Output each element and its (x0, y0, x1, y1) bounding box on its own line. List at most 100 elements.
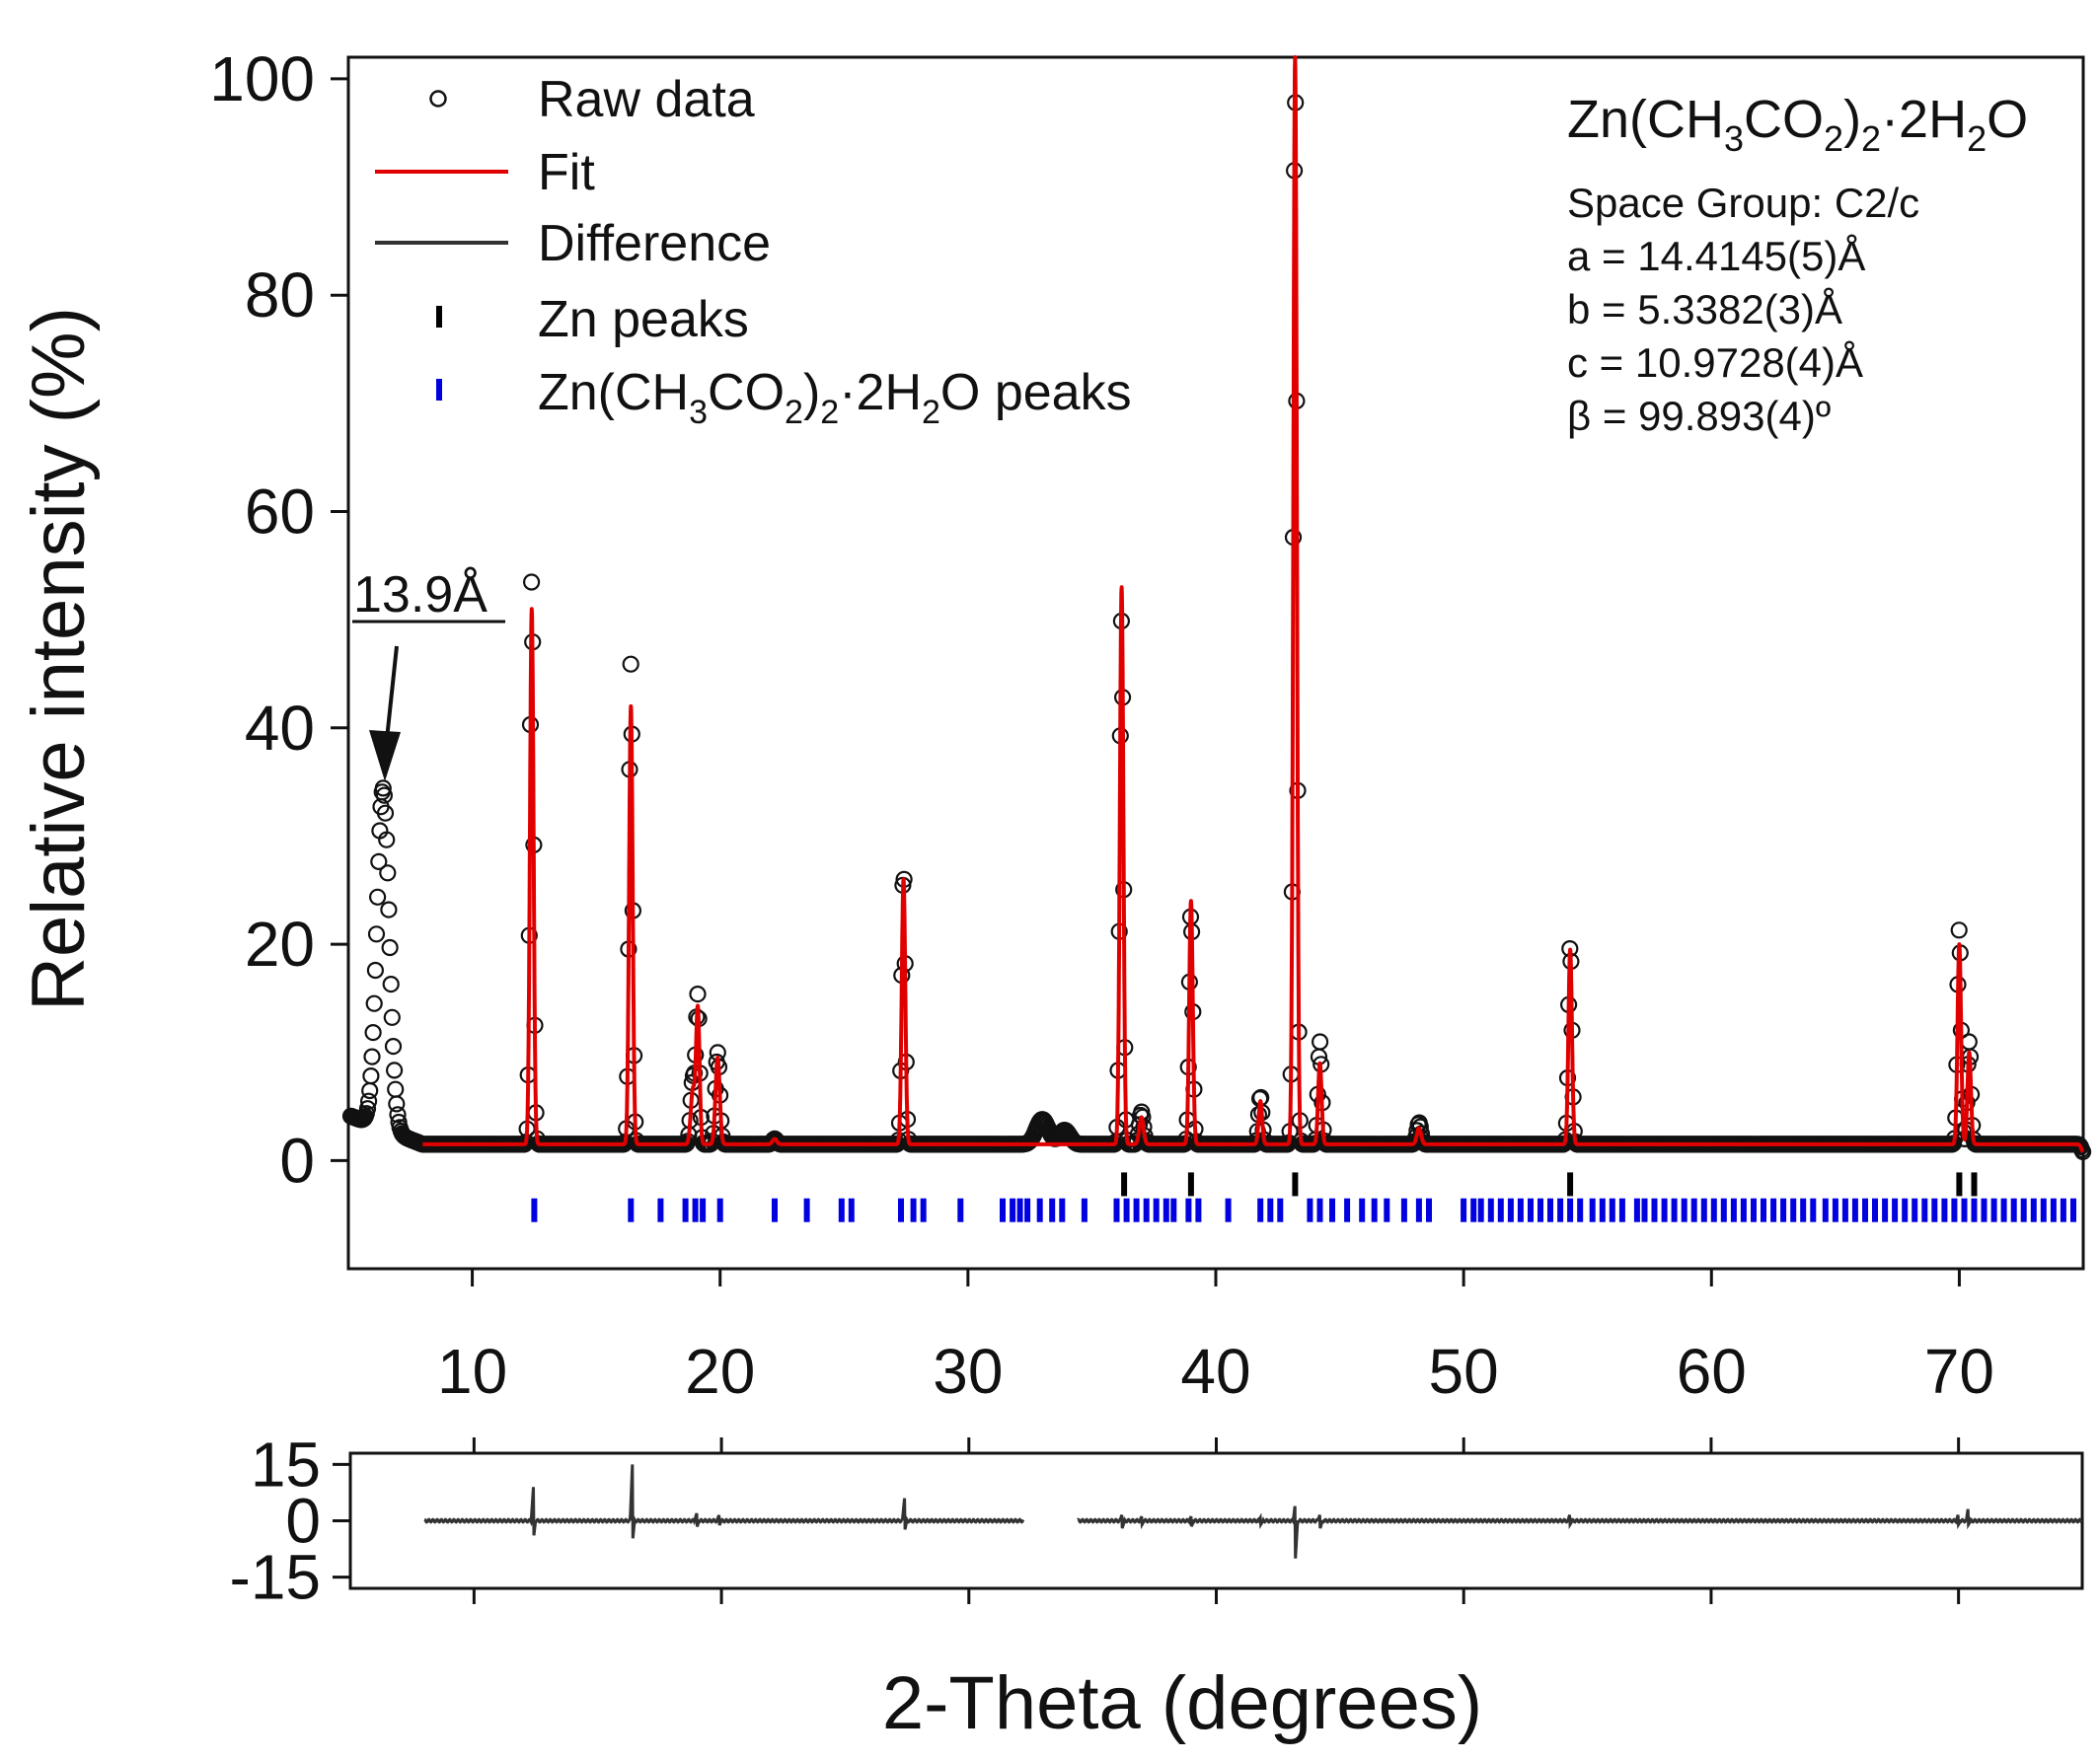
zn-peak-tick (1971, 1172, 1978, 1197)
raw-data-point (622, 655, 639, 673)
zn-acetate-peak-tick (1016, 1198, 1023, 1222)
zn-acetate-peak-tick (1971, 1198, 1978, 1222)
zn-acetate-peak-tick (1162, 1198, 1169, 1222)
x-tick-label: 60 (1677, 1336, 1747, 1407)
zn-acetate-peak-tick (531, 1198, 538, 1222)
zn-acetate-peak-tick (1810, 1198, 1817, 1222)
zn-acetate-peak-tick (1470, 1198, 1477, 1222)
zn-acetate-peak-tick (1912, 1198, 1918, 1222)
zn-peak-tick (1292, 1172, 1299, 1197)
x-tick-label: 30 (933, 1336, 1003, 1407)
difference-curve (423, 1464, 1025, 1539)
lattice-beta-text: β = 99.893(4)º (1567, 393, 1831, 439)
zn-acetate-peak-tick (1359, 1198, 1366, 1222)
zn-acetate-peak-tick (1538, 1198, 1543, 1222)
legend-raw-label: Raw data (538, 71, 755, 128)
raw-data-point (387, 1080, 405, 1098)
zn-peak-tick (1187, 1172, 1194, 1197)
raw-data-point (369, 888, 387, 906)
zn-acetate-peak-tick (1497, 1198, 1504, 1222)
zn-acetate-peak-tick (1371, 1198, 1378, 1222)
zn-acetate-peak-tick (1599, 1198, 1606, 1222)
zn-peak-tick (1121, 1172, 1128, 1197)
zn-acetate-peak-tick (1761, 1198, 1766, 1222)
zn-acetate-peak-tick (1267, 1198, 1274, 1222)
zn-acetate-peak-tick (1681, 1198, 1688, 1222)
x-axis-title: 2-Theta (degrees) (882, 1661, 1482, 1745)
zn-acetate-peak-tick (2040, 1198, 2047, 1222)
zn-acetate-peak-tick (1329, 1198, 1335, 1222)
zn-acetate-peak-tick (1307, 1198, 1313, 1222)
zn-acetate-peak-tick (1862, 1198, 1868, 1222)
zn-acetate-peak-tick (700, 1198, 707, 1222)
zn-acetate-peak-tick (1487, 1198, 1494, 1222)
zn-acetate-peak-tick (1024, 1198, 1031, 1222)
raw-data-point (386, 1062, 404, 1079)
zn-acetate-peak-tick (1415, 1198, 1422, 1222)
zn-acetate-peak-tick (1710, 1198, 1717, 1222)
zn-acetate-peak-tick (1730, 1198, 1737, 1222)
zn-acetate-peak-tick (1000, 1198, 1006, 1222)
zn-acetate-peak-tick (682, 1198, 689, 1222)
zn-acetate-peak-tick (1671, 1198, 1678, 1222)
zn-acetate-peak-tick (1426, 1198, 1432, 1222)
zn-acetate-peak-tick (1892, 1198, 1899, 1222)
zn-acetate-peak-tick (1170, 1198, 1177, 1222)
zn-acetate-peak-tick (1740, 1198, 1747, 1222)
zn-acetate-peak-tick (898, 1198, 904, 1222)
legend: Raw data Fit Difference Zn peaks Zn(CH3C… (375, 71, 1132, 431)
zn-peak-markers (1121, 1172, 1978, 1197)
zn-acetate-peak-tick (957, 1198, 964, 1222)
raw-data-point (363, 1048, 381, 1065)
d-spacing-annotation: 13.9Å (352, 566, 505, 781)
difference-axes: 150-15 (230, 1429, 1961, 1613)
zn-acetate-peak-tick (1941, 1198, 1948, 1222)
zn-acetate-peak-tick (1461, 1198, 1467, 1222)
zn-acetate-peak-tick (1751, 1198, 1757, 1222)
lattice-b-text: b = 5.3382(3)Å (1567, 286, 1842, 332)
raw-data-point (381, 938, 399, 957)
zn-acetate-peak-tick (1841, 1198, 1848, 1222)
zn-acetate-peak-tick (1882, 1198, 1889, 1222)
raw-data-point (383, 1008, 401, 1026)
zn-acetate-peak-tick (910, 1198, 917, 1222)
raw-data-point (366, 961, 384, 980)
legend-zn-acetate-tick (436, 379, 442, 401)
raw-data-point (375, 786, 393, 804)
zn-acetate-peak-tick (628, 1198, 635, 1222)
space-group-text: Space Group: C2/c (1567, 180, 1919, 226)
y-tick-label: 0 (279, 1125, 315, 1196)
zn-acetate-peak-tick (1981, 1198, 1988, 1222)
zn-acetate-peak-tick (1700, 1198, 1707, 1222)
raw-data-point (388, 1095, 406, 1113)
zn-acetate-peak-tick (1589, 1198, 1596, 1222)
raw-data-point (1950, 921, 1968, 939)
zn-acetate-peak-tick (1780, 1198, 1787, 1222)
zn-acetate-peak-tick (1661, 1198, 1668, 1222)
raw-data-point (384, 1037, 403, 1056)
zn-acetate-peak-tick (1316, 1198, 1323, 1222)
x-tick-label: 10 (437, 1336, 507, 1407)
zn-acetate-peak-tick (1010, 1198, 1016, 1222)
raw-data-point (382, 975, 400, 993)
zn-peak-tick (1956, 1172, 1963, 1197)
raw-data-point (522, 573, 541, 591)
zn-acetate-peak-tick (1651, 1198, 1658, 1222)
zn-acetate-peak-tick (1770, 1198, 1777, 1222)
raw-data-point (358, 1100, 377, 1118)
zn-acetate-peak-tick (1400, 1198, 1407, 1222)
zn-acetate-peak-tick (848, 1198, 855, 1222)
zn-acetate-peak-tick (1113, 1198, 1120, 1222)
zn-acetate-peak-tick (1851, 1198, 1858, 1222)
y-tick-label: 60 (245, 477, 315, 548)
raw-data-point (689, 985, 707, 1003)
zn-acetate-peak-tick (657, 1198, 664, 1222)
raw-data-point (367, 925, 386, 943)
zn-acetate-peak-tick (1822, 1198, 1829, 1222)
y-tick-label: 20 (245, 909, 315, 980)
fit-curve (420, 55, 2085, 1154)
raw-data-point (1960, 1033, 1978, 1051)
zn-acetate-peak-tick (1961, 1198, 1968, 1222)
raw-data-point (361, 1081, 379, 1100)
zn-acetate-peak-markers (531, 1198, 2076, 1222)
